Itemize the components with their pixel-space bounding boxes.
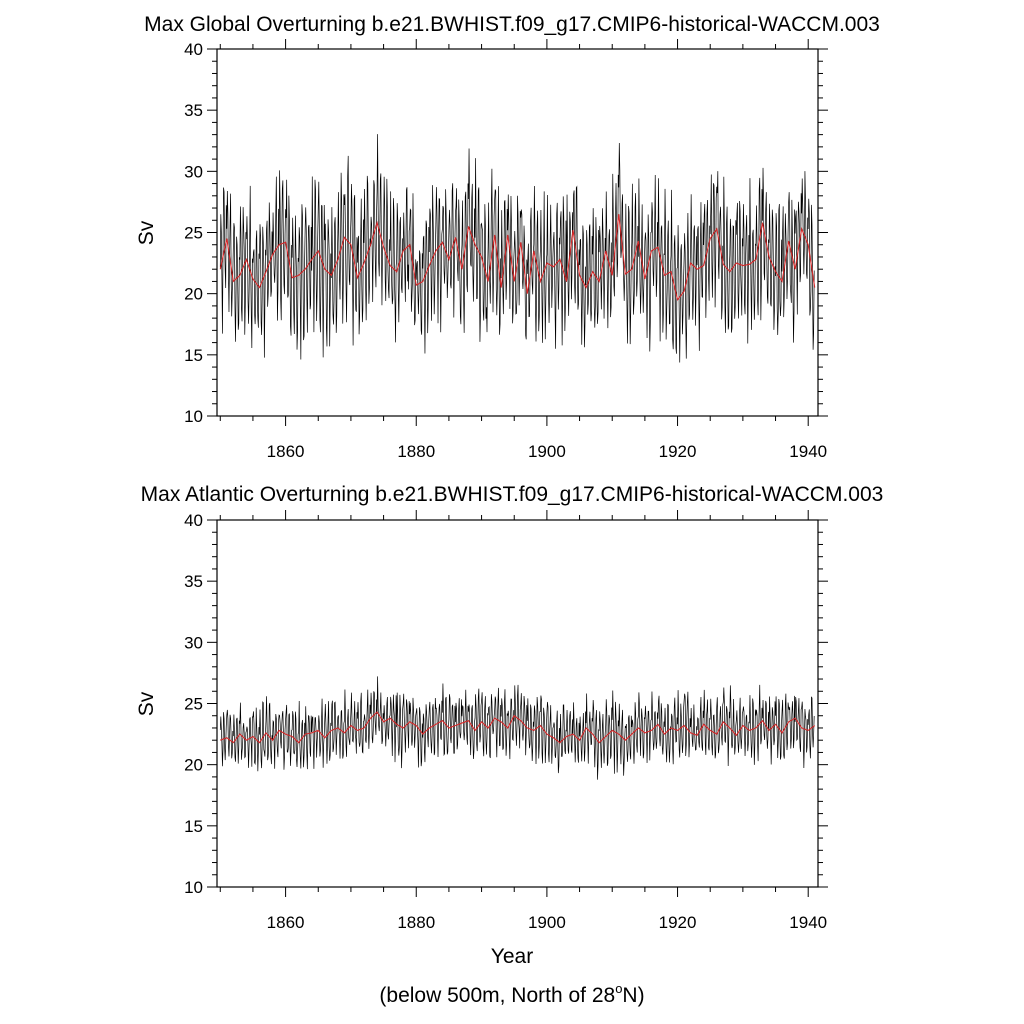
caption-prefix: (below 500m, North of 28 bbox=[379, 984, 615, 1007]
y-axis-label: Sv bbox=[135, 220, 158, 245]
chart-title: Max Atlantic Overturning b.e21.BWHIST.f0… bbox=[141, 483, 884, 506]
y-tick-label: 15 bbox=[184, 817, 203, 836]
y-axis-label: Sv bbox=[135, 691, 158, 716]
chart-title: Max Global Overturning b.e21.BWHIST.f09_… bbox=[144, 13, 880, 36]
monthly-series-line bbox=[219, 676, 815, 780]
y-tick-label: 15 bbox=[184, 346, 203, 365]
x-tick-label: 1920 bbox=[659, 913, 697, 932]
axis-ticks bbox=[207, 510, 828, 897]
series-group bbox=[219, 676, 816, 780]
y-tick-label: 25 bbox=[184, 695, 203, 714]
x-tick-label: 1900 bbox=[528, 442, 566, 461]
x-tick-label: 1940 bbox=[789, 913, 827, 932]
y-tick-label: 40 bbox=[184, 511, 203, 530]
x-tick-label: 1920 bbox=[659, 442, 697, 461]
atlantic-overturning-panel: Max Atlantic Overturning b.e21.BWHIST.f0… bbox=[135, 483, 883, 968]
tick-labels: 10 15 20 25 30 35 40 1860 1880 1900 1920 1940 bbox=[184, 40, 827, 461]
tick-labels: 10 15 20 25 30 35 40 1860 1880 1900 1920 1940 bbox=[184, 511, 827, 932]
x-tick-label: 1900 bbox=[528, 913, 566, 932]
x-tick-label: 1860 bbox=[267, 442, 305, 461]
x-tick-label: 1880 bbox=[397, 913, 435, 932]
y-tick-label: 20 bbox=[184, 756, 203, 775]
y-tick-label: 35 bbox=[184, 101, 203, 120]
y-tick-label: 40 bbox=[184, 40, 203, 59]
caption-degree: o bbox=[615, 981, 622, 996]
caption-suffix: N) bbox=[622, 984, 644, 1007]
axis-ticks bbox=[207, 39, 828, 426]
y-tick-label: 25 bbox=[184, 224, 203, 243]
y-tick-label: 10 bbox=[184, 878, 203, 897]
x-axis-label: Year bbox=[491, 945, 533, 968]
x-tick-label: 1860 bbox=[267, 913, 305, 932]
monthly-series-line bbox=[219, 134, 815, 363]
series-group bbox=[219, 134, 816, 363]
x-tick-label: 1880 bbox=[397, 442, 435, 461]
annual-mean-line bbox=[219, 214, 816, 302]
caption: (below 500m, North of 28oN) bbox=[379, 981, 644, 1007]
y-tick-label: 30 bbox=[184, 162, 203, 181]
x-tick-label: 1940 bbox=[789, 442, 827, 461]
global-overturning-panel: Max Global Overturning b.e21.BWHIST.f09_… bbox=[135, 13, 880, 461]
y-tick-label: 35 bbox=[184, 572, 203, 591]
y-tick-label: 20 bbox=[184, 285, 203, 304]
annual-mean-line bbox=[220, 711, 816, 744]
y-tick-label: 10 bbox=[184, 407, 203, 426]
y-tick-label: 30 bbox=[184, 633, 203, 652]
